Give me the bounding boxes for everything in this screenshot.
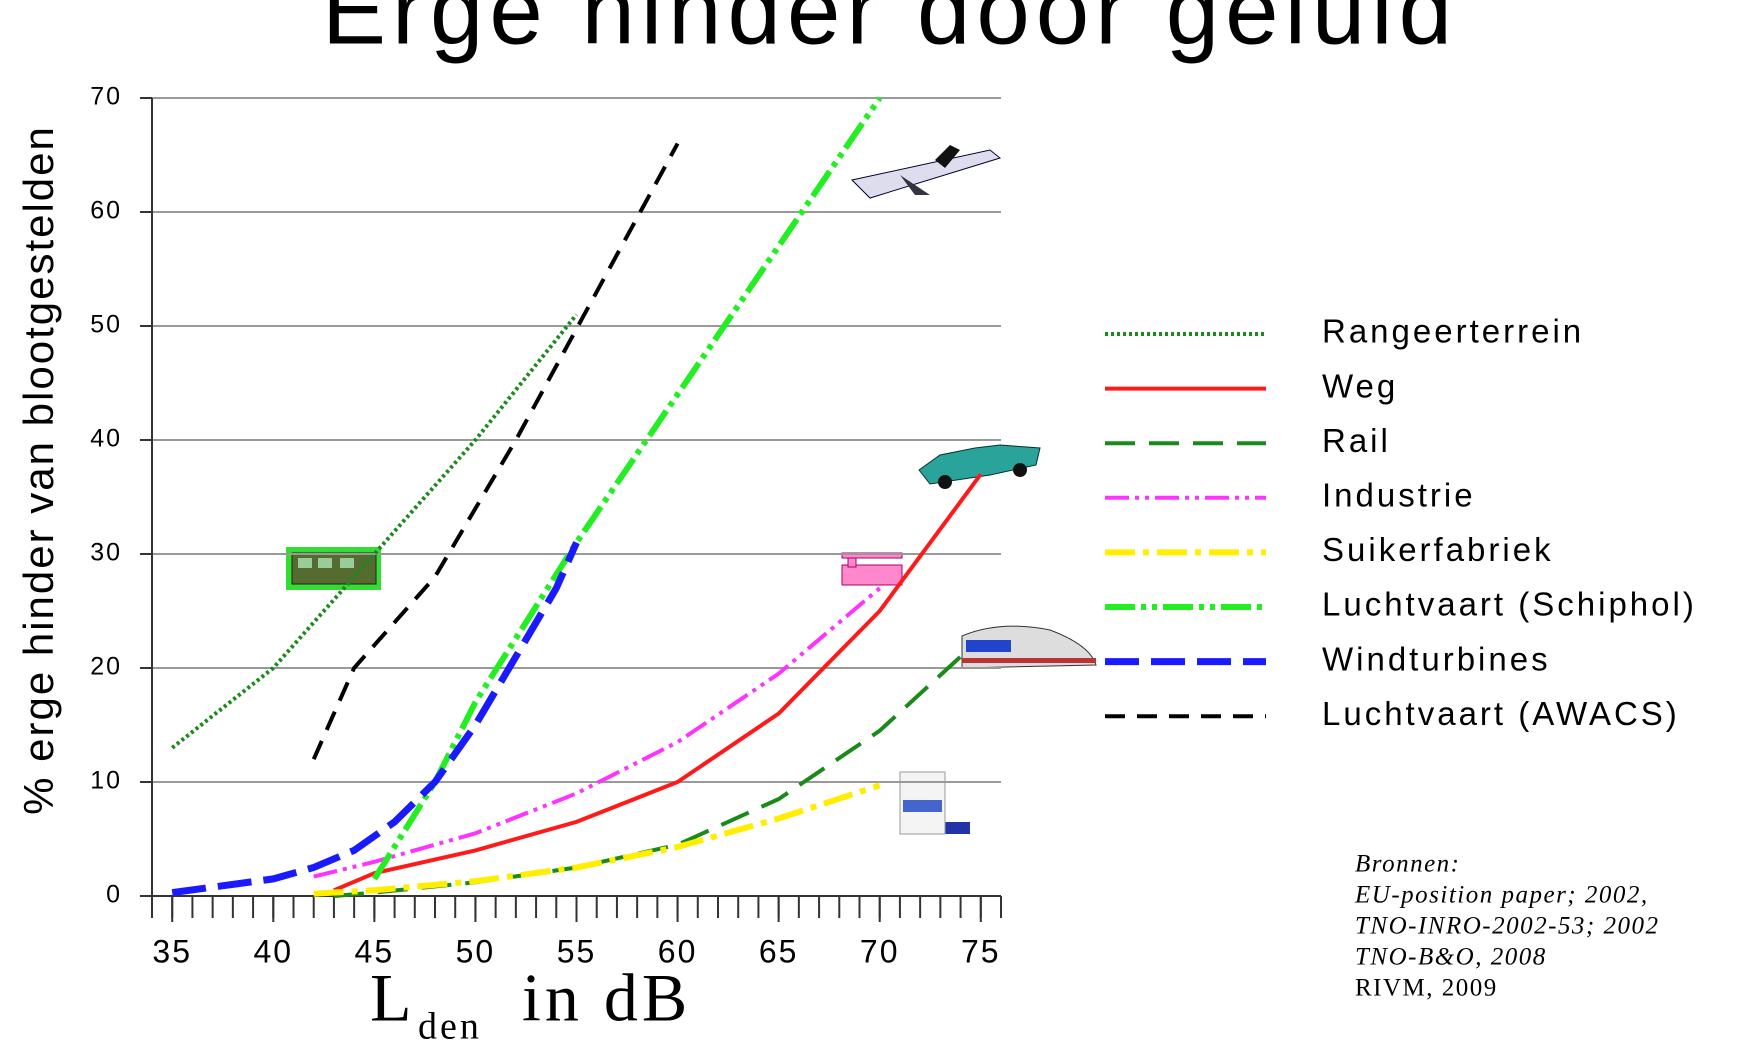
- legend-label: Rail: [1322, 422, 1391, 459]
- x-tick-label: 75: [961, 933, 1001, 969]
- y-tick-label: 40: [90, 425, 122, 453]
- source-line: TNO-INRO-2002-53; 2002: [1355, 913, 1660, 940]
- x-axis-label: L: [370, 960, 412, 1036]
- x-axis-label: in dB: [522, 960, 691, 1036]
- x-tick-label: 70: [860, 933, 900, 969]
- y-tick-label: 60: [90, 197, 122, 225]
- legend-label: Luchtvaart (Schiphol): [1322, 586, 1697, 623]
- x-tick-label: 45: [355, 933, 395, 969]
- factory-icon: [842, 553, 902, 585]
- y-tick-label: 30: [90, 539, 122, 567]
- legend-label: Luchtvaart (AWACS): [1322, 695, 1680, 732]
- y-axis-label: % erge hinder van blootgestelden: [15, 125, 62, 815]
- y-tick-label: 70: [90, 83, 122, 111]
- source-line: EU-position paper; 2002,: [1354, 882, 1649, 909]
- car-icon: [919, 445, 1040, 489]
- y-tick-label: 10: [90, 767, 122, 795]
- x-tick-label: 40: [253, 933, 293, 969]
- series-line: [172, 315, 576, 748]
- series-line: [314, 785, 880, 893]
- legend-label: Suikerfabriek: [1322, 531, 1554, 568]
- tgv-icon: [962, 626, 1096, 668]
- page: Erge hinder door geluid % erge hinder va…: [0, 0, 1746, 1053]
- x-axis-label-sub: den: [418, 1006, 482, 1048]
- legend-label: Rangeerterrein: [1322, 313, 1584, 350]
- x-tick-label: 35: [152, 933, 192, 969]
- sources: Bronnen: EU-position paper; 2002, TNO-IN…: [1354, 851, 1660, 1002]
- source-line: Bronnen:: [1355, 851, 1461, 878]
- series-line: [374, 98, 879, 879]
- chart-title: Erge hinder door geluid: [322, 0, 1458, 64]
- source-line: TNO-B&O, 2008: [1355, 944, 1547, 971]
- x-tick-label: 60: [658, 933, 698, 969]
- source-line: RIVM, 2009: [1355, 975, 1498, 1002]
- y-tick-label: 0: [106, 881, 122, 909]
- series-line: [334, 474, 981, 890]
- chart: Erge hinder door geluid % erge hinder va…: [0, 0, 1746, 1053]
- legend-label: Industrie: [1322, 477, 1476, 514]
- y-tick-label: 50: [90, 311, 122, 339]
- plane-icon: [852, 145, 1000, 198]
- x-tick-label: 55: [557, 933, 597, 969]
- series-line: [314, 588, 880, 876]
- x-tick-label: 50: [456, 933, 496, 969]
- legend-label: Weg: [1322, 367, 1398, 404]
- x-tick-label: 65: [759, 933, 799, 969]
- legend-label: Windturbines: [1322, 640, 1551, 677]
- y-tick-label: 20: [90, 653, 122, 681]
